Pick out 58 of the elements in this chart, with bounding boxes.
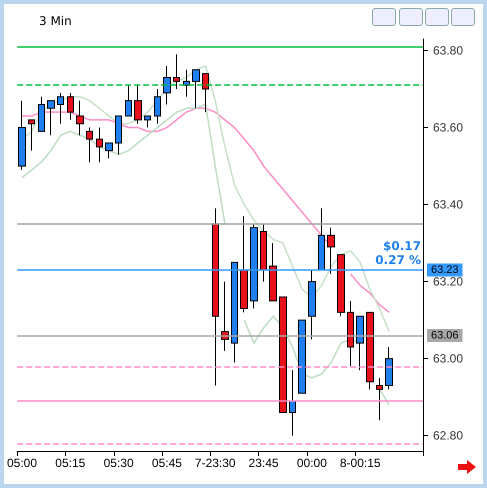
candlestick [250, 223, 258, 310]
candlestick [144, 116, 151, 128]
x-tick-label: 05:00 [6, 456, 38, 470]
candlestick [269, 242, 277, 302]
candlestick [28, 119, 35, 152]
chart-title: 3 Min [39, 14, 72, 28]
y-tick-label: 62.80 [433, 428, 464, 443]
candlestick [57, 92, 64, 124]
candlestick [163, 65, 171, 105]
candlestick [183, 69, 190, 98]
x-tick-label: 05:45 [152, 456, 182, 470]
candlestick [385, 346, 393, 390]
annotation: 0.27 % [375, 253, 422, 268]
candlestick [96, 127, 103, 163]
candlestick [173, 54, 180, 90]
candlestick [240, 216, 248, 313]
y-tick-label: 63.00 [433, 352, 464, 366]
y-tick-label: 63.40 [433, 198, 464, 212]
candlestick [260, 223, 267, 282]
candlestick [308, 270, 316, 340]
candlestick [289, 370, 296, 436]
candlestick [105, 142, 113, 159]
candlestick [376, 377, 383, 421]
x-tick-label: 23:45 [248, 456, 279, 470]
x-tick-label: 00:00 [296, 456, 328, 470]
candlestick [212, 208, 219, 386]
candlestick [38, 96, 45, 132]
candlestick [231, 262, 238, 363]
annotation: $0.17 [383, 239, 422, 254]
candlestick [202, 73, 209, 113]
candlestick [356, 316, 364, 371]
y-tick-label: 63.20 [433, 274, 464, 289]
candlestick [298, 320, 306, 394]
candlestick [86, 127, 93, 163]
ref-line-label: 63.23 [431, 264, 459, 276]
x-tick-label: 7-23:30 [194, 456, 236, 470]
candlestick [347, 300, 354, 367]
candlestick [67, 92, 74, 120]
candlestick [279, 296, 287, 413]
candlestick [76, 100, 84, 136]
candlestick [18, 100, 26, 170]
candlestick [154, 88, 161, 124]
candlestick [327, 227, 335, 274]
candlestick [47, 100, 55, 136]
candlestick [366, 312, 374, 390]
candlestick [337, 254, 345, 317]
x-tick-label: 05:15 [55, 456, 86, 470]
candlestick [192, 69, 200, 109]
candlestick [134, 84, 142, 124]
candlestick [318, 208, 325, 271]
x-tick-label: 05:30 [104, 456, 134, 470]
y-tick-label: 63.60 [433, 120, 464, 135]
y-tick-label: 63.80 [433, 44, 464, 58]
ref-line-label: 63.06 [431, 329, 459, 342]
x-tick-label: 8-00:15 [340, 456, 381, 470]
candlestick [125, 84, 132, 117]
candlestick [115, 116, 122, 156]
candlestick [221, 281, 229, 352]
